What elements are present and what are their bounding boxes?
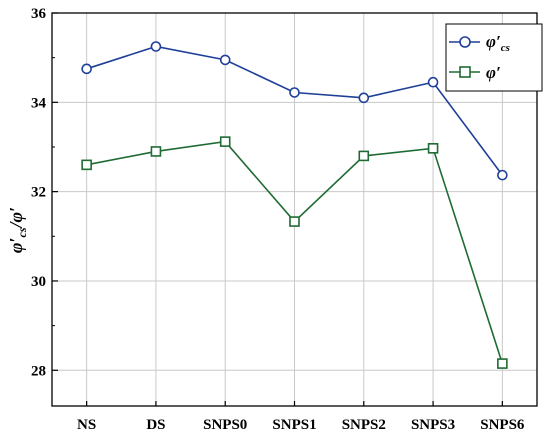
series-1-point-snps3 (427, 76, 439, 88)
y-tick-label-36: 36 (31, 6, 47, 22)
legend-marker-series-2 (459, 66, 471, 78)
series-2-point-snps3 (427, 143, 439, 154)
series-layer (81, 41, 508, 369)
x-tick-label-ns: NS (77, 417, 96, 433)
legend-box (445, 23, 543, 92)
y-tick-label-34: 34 (31, 95, 47, 111)
legend-label-series-2: φ′ (486, 63, 501, 82)
x-tick-label-snps3: SNPS3 (411, 417, 455, 433)
x-tick-label-snps6: SNPS6 (480, 417, 525, 433)
legend-marker-series-1 (459, 36, 471, 48)
x-tick-label-snps2: SNPS2 (342, 417, 386, 433)
y-axis-label: φ′cs/φ′ (6, 207, 29, 253)
y-tick-label-30: 30 (31, 274, 46, 290)
series-1-point-ds (150, 41, 162, 52)
series-2-point-snps6 (497, 358, 508, 369)
y-tick-label-28: 28 (31, 363, 46, 379)
legend-name-series-2: φ′ (486, 63, 501, 82)
series-1-point-snps6 (497, 169, 508, 181)
y-axis-label-sub: cs (15, 227, 29, 237)
series-2-point-snps0 (219, 136, 231, 147)
series-2-point-snps2 (358, 150, 370, 162)
series-2-point-ns (81, 159, 92, 171)
series-2-point-ds (150, 146, 162, 157)
series-1-point-snps1 (289, 87, 300, 98)
x-tick-label-snps0: SNPS0 (203, 417, 247, 433)
y-tick-label-32: 32 (31, 185, 46, 201)
x-tick-label-snps1: SNPS1 (272, 417, 316, 433)
legend: φ′cs φ′ (445, 23, 543, 92)
x-tick-label-ds: DS (146, 417, 165, 433)
legend-sub-series-1: cs (501, 42, 510, 54)
legend-label-series-1: φ′cs (486, 32, 510, 54)
ticks: NS DS SNPS0 SNPS1 SNPS2 SNPS3 SNPS6 28 30 32 34 36 (31, 6, 525, 433)
y-axis-label-main: φ′ (6, 238, 26, 254)
y-axis-label-rest: /φ′ (6, 207, 26, 230)
series-1-point-snps0 (219, 54, 231, 66)
legend-name-series-1: φ′ (486, 32, 501, 51)
series-1-point-snps2 (358, 92, 370, 104)
series-1-point-ns (81, 63, 92, 75)
series-2-point-snps1 (289, 216, 300, 227)
